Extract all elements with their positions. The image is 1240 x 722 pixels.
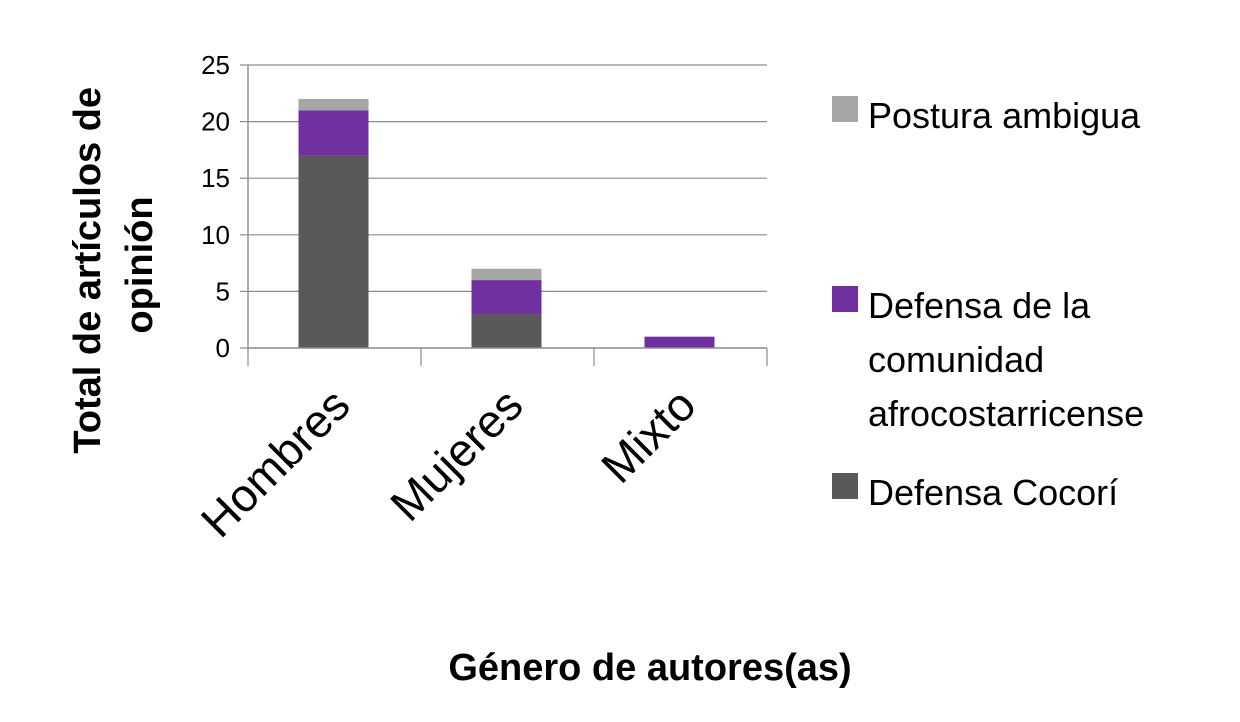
legend-label-1-line-1: comunidad <box>868 339 1044 380</box>
y-axis-title-line-1: Total de artículos de <box>67 87 109 454</box>
legend-label-1-line-0: Defensa de la <box>868 285 1091 326</box>
y-tick-label-5: 5 <box>216 276 230 306</box>
bar-mujeres-series-0 <box>471 314 542 348</box>
bar-mujeres-series-1 <box>471 280 542 315</box>
axes <box>240 64 768 366</box>
legend-label-1: Defensa de la comunidad afrocostarricense <box>868 285 1144 434</box>
bar-mujeres-series-2 <box>471 268 542 281</box>
y-tick-label-10: 10 <box>201 220 230 250</box>
legend-label-1-line-2: afrocostarricense <box>868 393 1144 434</box>
y-axis-title-line-2: opinión <box>119 196 161 333</box>
y-tick-label-15: 15 <box>201 163 230 193</box>
legend: Postura ambigua Defensa de la comunidad afr… <box>832 95 1144 513</box>
bar-hombres-series-2 <box>298 98 369 111</box>
bar-hombres-series-1 <box>298 110 369 156</box>
y-tick-label-0: 0 <box>216 333 230 363</box>
x-category-label-mujeres: Mujeres <box>380 378 532 530</box>
x-axis-title: Género de autores(as) <box>448 647 851 689</box>
bar-mixto-series-1 <box>644 336 715 348</box>
legend-label-0: Postura ambigua <box>868 95 1141 136</box>
legend-swatch-1 <box>832 286 858 312</box>
legend-swatch-2 <box>832 473 858 499</box>
legend-label-2-line-0: Defensa Cocorí <box>868 472 1118 513</box>
y-axis-title: Total de artículos de opinión <box>67 76 161 453</box>
y-tick-label-25: 25 <box>201 50 230 80</box>
bar-hombres-series-0 <box>298 155 369 348</box>
y-tick-labels: 0 5 10 15 20 25 <box>201 50 230 363</box>
x-category-label-hombres: Hombres <box>191 378 360 547</box>
legend-swatch-0 <box>832 96 858 122</box>
bars <box>298 98 715 348</box>
x-category-label-mixto: Mixto <box>591 378 705 492</box>
legend-label-0-line-0: Postura ambigua <box>868 95 1141 136</box>
y-tick-label-20: 20 <box>201 107 230 137</box>
x-category-labels: Hombres Mujeres Mixto <box>191 378 706 547</box>
legend-label-2: Defensa Cocorí <box>868 472 1118 513</box>
